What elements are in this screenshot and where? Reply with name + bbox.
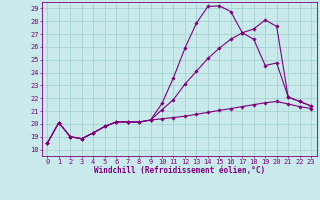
X-axis label: Windchill (Refroidissement éolien,°C): Windchill (Refroidissement éolien,°C) [94, 166, 265, 175]
